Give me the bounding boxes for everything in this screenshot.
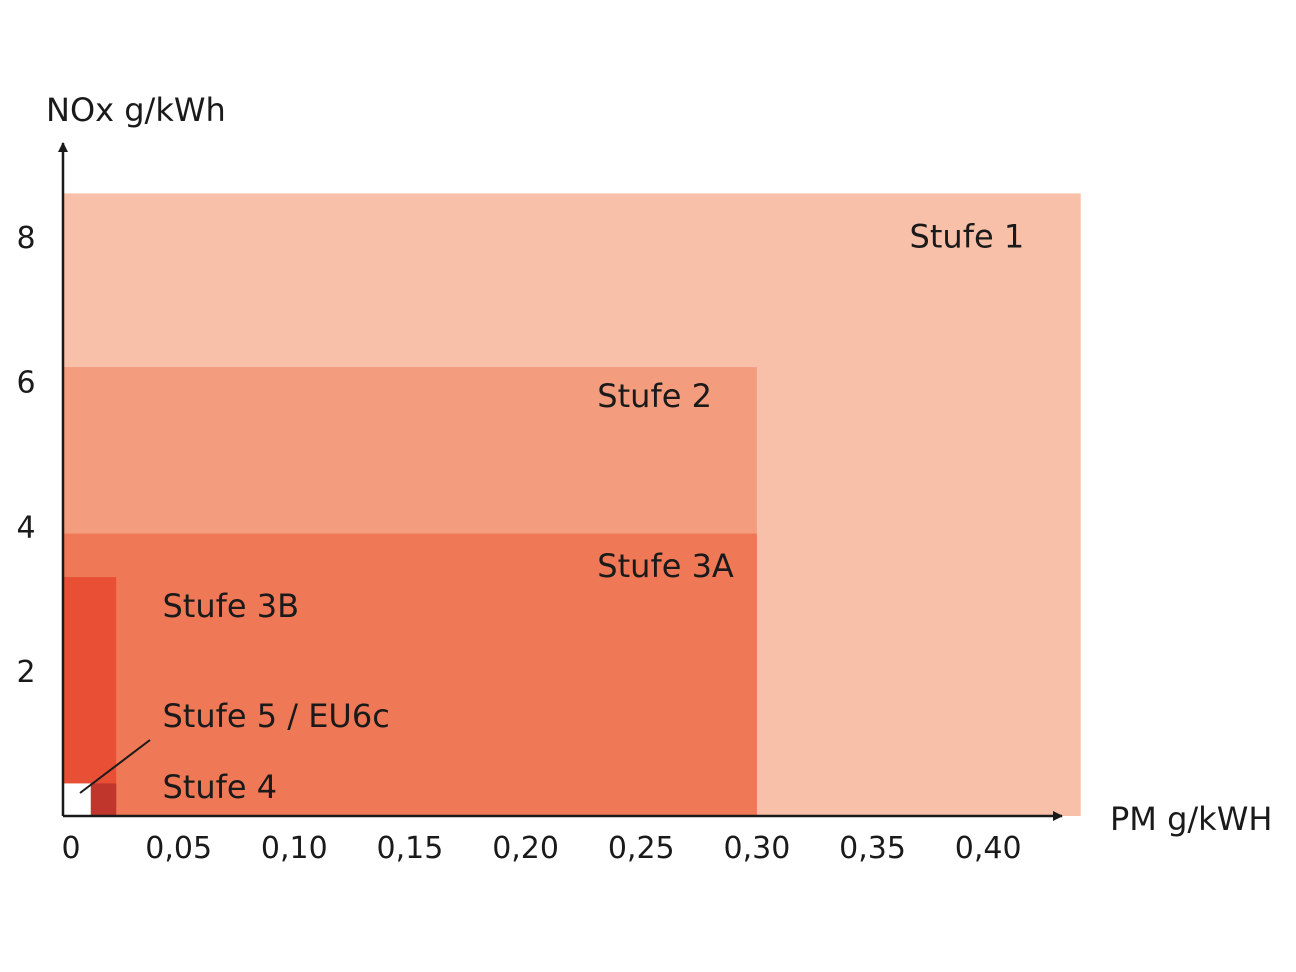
y-tick-label: 2 — [16, 655, 35, 690]
x-tick-label: 0,25 — [608, 831, 675, 866]
y-axis-label: NOx g/kWh — [46, 91, 226, 129]
series-label-stufe-3b: Stufe 3B — [162, 587, 299, 625]
series-label-stufe-3a: Stufe 3A — [597, 547, 734, 585]
y-tick-label: 6 — [16, 366, 35, 401]
series-label-stufe-4: Stufe 4 — [162, 768, 277, 806]
region-stufe-3b — [63, 577, 117, 816]
x-axis-label: PM g/kWH — [1110, 800, 1272, 838]
region-stufe-3a — [63, 533, 757, 816]
series-label-stufe-1: Stufe 1 — [910, 218, 1025, 256]
y-tick-label: 8 — [16, 221, 35, 256]
x-tick-label: 0,40 — [955, 831, 1022, 866]
x-tick-label: 0 — [61, 831, 80, 866]
x-tick-label: 0,35 — [839, 831, 906, 866]
x-tick-label: 0,10 — [261, 831, 328, 866]
x-tick-label: 0,30 — [724, 831, 791, 866]
series-label-stufe-5-eu6c: Stufe 5 / EU6c — [162, 697, 389, 735]
x-tick-label: 0,05 — [145, 831, 212, 866]
stufe-5-leader-line — [79, 739, 151, 794]
x-tick-label: 0,15 — [377, 831, 444, 866]
y-tick-label: 4 — [16, 510, 35, 545]
series-label-stufe-2: Stufe 2 — [597, 377, 712, 415]
x-tick-label: 0,20 — [492, 831, 559, 866]
